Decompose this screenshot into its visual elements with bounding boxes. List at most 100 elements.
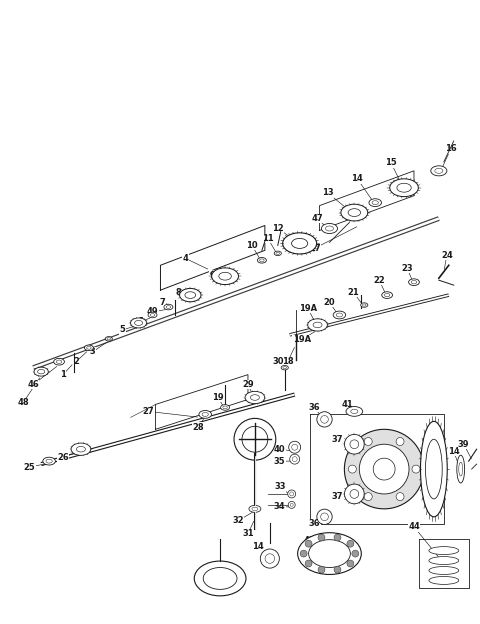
Ellipse shape (429, 567, 459, 575)
Ellipse shape (321, 416, 328, 423)
Ellipse shape (251, 395, 259, 400)
Text: 32: 32 (232, 516, 244, 525)
Text: 34: 34 (274, 502, 286, 511)
Ellipse shape (288, 441, 300, 453)
Ellipse shape (260, 549, 279, 568)
Ellipse shape (107, 338, 110, 340)
Ellipse shape (298, 533, 361, 575)
Ellipse shape (292, 444, 298, 450)
Text: 36: 36 (309, 403, 320, 412)
Ellipse shape (317, 509, 332, 524)
Text: 15: 15 (385, 158, 397, 167)
Circle shape (305, 540, 312, 547)
Text: 14: 14 (351, 174, 363, 183)
Ellipse shape (54, 358, 64, 365)
Ellipse shape (420, 421, 447, 517)
Ellipse shape (185, 292, 196, 298)
Ellipse shape (148, 312, 157, 318)
Ellipse shape (350, 490, 359, 499)
Ellipse shape (373, 458, 395, 480)
Ellipse shape (325, 226, 334, 231)
Text: 40: 40 (274, 445, 286, 454)
Ellipse shape (252, 507, 258, 510)
Ellipse shape (283, 233, 317, 254)
Ellipse shape (150, 314, 155, 316)
Ellipse shape (429, 557, 459, 565)
Text: 38: 38 (428, 447, 440, 456)
Ellipse shape (194, 561, 246, 596)
Ellipse shape (164, 305, 173, 310)
Text: 14: 14 (252, 542, 264, 551)
Text: 43: 43 (304, 536, 315, 545)
Ellipse shape (180, 288, 201, 302)
Text: 17: 17 (309, 244, 320, 253)
Circle shape (352, 550, 359, 557)
Text: 27: 27 (143, 407, 155, 416)
Circle shape (396, 493, 404, 500)
Ellipse shape (317, 412, 332, 427)
Ellipse shape (242, 426, 268, 452)
Circle shape (334, 534, 341, 541)
Ellipse shape (43, 457, 55, 465)
Text: 23: 23 (401, 264, 413, 273)
Text: 4: 4 (182, 254, 188, 263)
Text: 37: 37 (332, 435, 343, 444)
Circle shape (347, 540, 354, 547)
Ellipse shape (212, 268, 239, 285)
Ellipse shape (76, 446, 85, 452)
Ellipse shape (46, 459, 52, 463)
Ellipse shape (345, 484, 364, 504)
Text: 37: 37 (332, 492, 343, 502)
Ellipse shape (321, 513, 328, 520)
Circle shape (396, 437, 404, 446)
Text: 35: 35 (274, 457, 286, 466)
Text: 14: 14 (448, 447, 460, 456)
Text: 12: 12 (272, 224, 284, 233)
Ellipse shape (308, 319, 327, 331)
Text: 49: 49 (147, 308, 158, 316)
Text: 30: 30 (272, 357, 284, 366)
Text: 19A: 19A (299, 303, 317, 313)
Ellipse shape (249, 505, 261, 512)
Text: 41: 41 (341, 400, 353, 409)
Ellipse shape (202, 412, 208, 416)
Ellipse shape (257, 258, 266, 263)
Text: 46: 46 (27, 380, 39, 389)
Ellipse shape (87, 346, 91, 349)
Ellipse shape (283, 366, 287, 369)
Ellipse shape (265, 553, 275, 563)
Ellipse shape (426, 439, 442, 499)
Circle shape (364, 437, 372, 446)
Ellipse shape (372, 201, 378, 205)
Text: 20: 20 (324, 298, 336, 306)
Circle shape (412, 465, 420, 473)
Ellipse shape (429, 547, 459, 555)
Ellipse shape (336, 313, 343, 317)
Text: 44: 44 (408, 522, 420, 531)
Ellipse shape (341, 204, 368, 221)
Ellipse shape (382, 292, 393, 298)
Ellipse shape (291, 238, 308, 248)
Ellipse shape (344, 429, 424, 509)
Circle shape (334, 566, 341, 573)
Ellipse shape (369, 198, 382, 207)
Ellipse shape (34, 367, 48, 376)
Ellipse shape (245, 391, 265, 404)
Ellipse shape (260, 259, 264, 261)
Text: 26: 26 (57, 452, 69, 462)
Text: 22: 22 (373, 276, 385, 285)
Ellipse shape (203, 567, 237, 590)
Text: 36: 36 (309, 519, 320, 529)
Ellipse shape (234, 418, 276, 460)
Ellipse shape (346, 407, 363, 416)
Ellipse shape (411, 281, 417, 284)
Text: 6: 6 (138, 318, 144, 326)
Ellipse shape (56, 360, 62, 363)
Ellipse shape (281, 366, 288, 370)
Ellipse shape (313, 322, 322, 328)
Ellipse shape (219, 272, 231, 280)
Ellipse shape (390, 179, 419, 197)
Text: 11: 11 (262, 234, 274, 243)
Ellipse shape (431, 166, 447, 176)
Ellipse shape (360, 444, 409, 494)
